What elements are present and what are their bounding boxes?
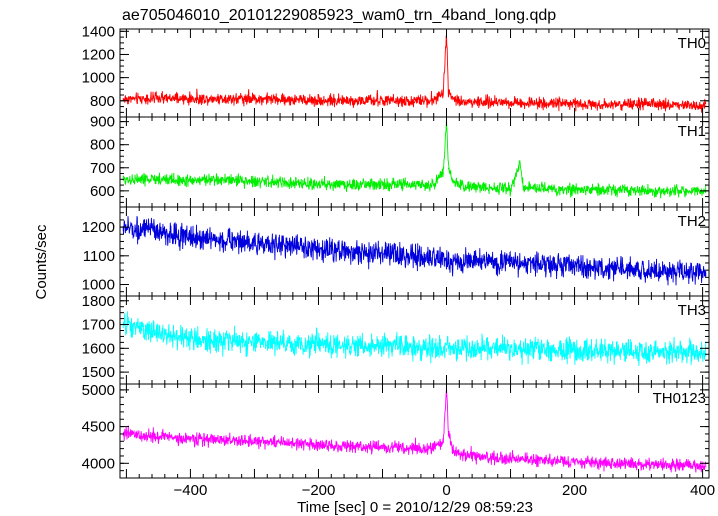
- series-line-th0123: [122, 387, 707, 473]
- y-tick-label: 1700: [82, 317, 115, 334]
- y-tick-label: 600: [90, 183, 115, 200]
- series-label: TH0: [678, 35, 706, 52]
- x-tick-label: 0: [442, 482, 450, 499]
- y-tick-label: 5000: [82, 382, 115, 399]
- panel-th3: 1500 1600 1700 1800 TH3: [82, 293, 710, 385]
- series-label: TH2: [678, 213, 706, 230]
- y-tick-label: 800: [90, 93, 115, 110]
- panel-th2: 1000 1100 1200 TH2: [82, 206, 710, 297]
- y-tick-label: 900: [90, 114, 115, 131]
- x-tick-label: −400: [174, 482, 208, 499]
- panel-frame: [119, 28, 710, 118]
- y-tick-label: 4500: [82, 419, 115, 436]
- x-tick-label: 200: [562, 482, 587, 499]
- y-tick-label: 1800: [82, 293, 115, 310]
- y-tick-label: 1200: [82, 46, 115, 63]
- series-line-th3: [122, 311, 707, 367]
- series-label: TH1: [678, 123, 706, 140]
- y-tick-label: 1000: [82, 277, 115, 294]
- series-label: TH0123: [653, 390, 706, 407]
- series-line-th1: [122, 118, 707, 199]
- x-tick-label: −200: [302, 482, 336, 499]
- x-tick-label: 400: [690, 482, 715, 499]
- series-label: TH3: [678, 302, 706, 319]
- y-tick-label: 4000: [82, 455, 115, 472]
- x-axis-label: Time [sec] 0 = 2010/12/29 08:59:23: [297, 499, 533, 516]
- y-tick-label: 1400: [82, 23, 115, 40]
- y-tick-label: 1000: [82, 70, 115, 87]
- series-line-th2: [122, 216, 707, 286]
- y-tick-label: 1500: [82, 364, 115, 381]
- y-tick-label: 1100: [83, 248, 115, 265]
- panel-th0: 800 1000 1200 1400 TH0: [82, 23, 710, 118]
- series-line-th0: [122, 32, 707, 113]
- panel-th1: 600 700 800 900 TH1: [90, 114, 710, 208]
- panel-frame: [119, 383, 710, 479]
- panel-frame: [119, 116, 710, 208]
- y-tick-label: 700: [90, 160, 115, 177]
- y-axis-label: Counts/sec: [33, 224, 50, 300]
- chart-panels: 800 1000 1200 1400 TH0 600 700 800 900 TH1 1000 110…: [82, 23, 715, 499]
- y-tick-label: 1600: [82, 340, 115, 357]
- chart-title: ae705046010_20101229085923_wam0_trn_4ban…: [122, 7, 556, 24]
- panel-th0123: 4000 4500 5000 TH0123: [82, 382, 710, 479]
- y-tick-label: 800: [90, 137, 115, 154]
- panel-frame: [119, 206, 710, 297]
- y-tick-label: 1200: [82, 219, 115, 236]
